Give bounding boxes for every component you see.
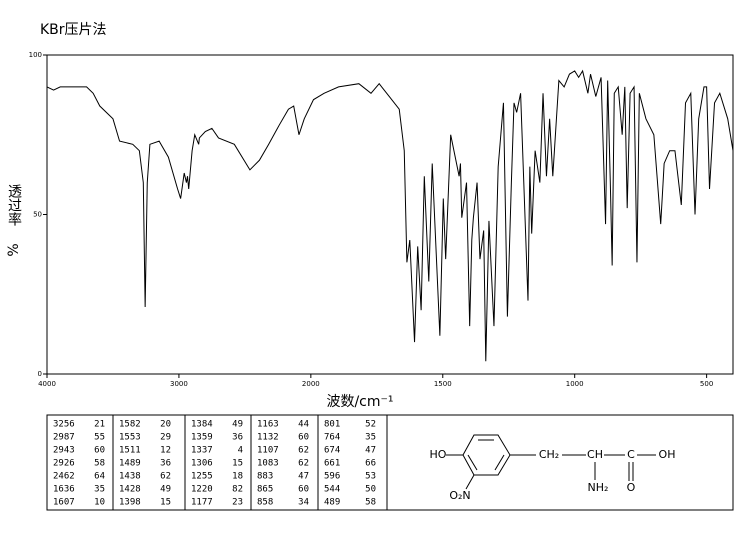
peak-wavenumber: 661 — [324, 459, 340, 469]
peak-transmittance: 15 — [232, 459, 243, 469]
peak-wavenumber: 2462 — [53, 472, 75, 482]
peak-wavenumber: 2926 — [53, 459, 75, 469]
x-tick-label: 4000 — [38, 380, 56, 388]
atom-label: NH₂ — [588, 481, 609, 494]
spectrum-line — [46, 69, 734, 362]
peak-transmittance: 53 — [365, 472, 376, 482]
peak-transmittance: 23 — [232, 498, 243, 508]
peak-transmittance: 44 — [298, 420, 309, 430]
x-tick-label: 2000 — [302, 380, 320, 388]
peak-table-frame — [46, 414, 734, 511]
y-tick-label: 50 — [33, 211, 42, 219]
x-tick-label: 1500 — [434, 380, 452, 388]
peak-transmittance: 50 — [365, 485, 376, 495]
molecule-bonds — [446, 434, 656, 490]
atom-label: CH₂ — [539, 448, 559, 461]
peak-transmittance: 52 — [365, 420, 376, 430]
peak-wavenumber: 883 — [257, 472, 273, 482]
peak-transmittance: 64 — [94, 472, 105, 482]
peak-transmittance: 58 — [365, 498, 376, 508]
peak-transmittance: 60 — [94, 446, 105, 456]
peak-wavenumber: 1384 — [191, 420, 213, 430]
peak-transmittance: 4 — [238, 446, 243, 456]
peak-wavenumber: 674 — [324, 446, 340, 456]
peak-transmittance: 62 — [160, 472, 171, 482]
peak-transmittance: 10 — [94, 498, 105, 508]
peak-wavenumber: 1255 — [191, 472, 213, 482]
peak-wavenumber: 1636 — [53, 485, 75, 495]
atom-label: OH — [659, 448, 676, 461]
x-tick-label: 500 — [700, 380, 713, 388]
peak-wavenumber: 1489 — [119, 459, 141, 469]
chart-title: KBr压片法 — [40, 22, 107, 38]
peak-wavenumber: 1083 — [257, 459, 279, 469]
peak-wavenumber: 1306 — [191, 459, 213, 469]
peak-wavenumber: 2987 — [53, 433, 75, 443]
peak-wavenumber: 1553 — [119, 433, 141, 443]
peak-transmittance: 34 — [298, 498, 309, 508]
atom-label: CH — [587, 448, 603, 461]
peak-wavenumber: 858 — [257, 498, 273, 508]
peak-transmittance: 21 — [94, 420, 105, 430]
peak-wavenumber: 1107 — [257, 446, 279, 456]
atom-label: HO — [430, 448, 447, 461]
peak-wavenumber: 544 — [324, 485, 340, 495]
peak-wavenumber: 1428 — [119, 485, 141, 495]
peak-wavenumber: 1177 — [191, 498, 213, 508]
peak-transmittance: 12 — [160, 446, 171, 456]
peak-wavenumber: 1337 — [191, 446, 213, 456]
peak-transmittance: 47 — [365, 446, 376, 456]
peak-transmittance: 66 — [365, 459, 376, 469]
y-axis-label: 透过率 — [6, 184, 22, 226]
peak-wavenumber: 1438 — [119, 472, 141, 482]
peak-wavenumber: 865 — [257, 485, 273, 495]
peak-transmittance: 15 — [160, 498, 171, 508]
peak-wavenumber: 1163 — [257, 420, 279, 430]
x-axis-label: 波数/cm⁻¹ — [326, 394, 393, 410]
y-tick-label: 0 — [38, 370, 42, 378]
x-tick-label: 1000 — [566, 380, 584, 388]
peak-wavenumber: 2943 — [53, 446, 75, 456]
atom-label: O₂N — [449, 489, 470, 502]
peak-wavenumber: 801 — [324, 420, 340, 430]
peak-transmittance: 36 — [160, 459, 171, 469]
peak-transmittance: 60 — [298, 485, 309, 495]
peak-wavenumber: 1607 — [53, 498, 75, 508]
peak-transmittance: 62 — [298, 459, 309, 469]
peak-wavenumber: 1582 — [119, 420, 141, 430]
peak-transmittance: 62 — [298, 446, 309, 456]
peak-wavenumber: 764 — [324, 433, 340, 443]
peak-transmittance: 60 — [298, 433, 309, 443]
peak-transmittance: 35 — [94, 485, 105, 495]
peak-wavenumber: 1398 — [119, 498, 141, 508]
peak-transmittance: 35 — [365, 433, 376, 443]
peak-transmittance: 20 — [160, 420, 171, 430]
peak-transmittance: 29 — [160, 433, 171, 443]
x-tick-label: 3000 — [170, 380, 188, 388]
peak-wavenumber: 489 — [324, 498, 340, 508]
peak-wavenumber: 1359 — [191, 433, 213, 443]
y-tick-label: 100 — [29, 51, 42, 59]
peak-wavenumber: 596 — [324, 472, 340, 482]
atom-label: O — [627, 481, 636, 494]
peak-wavenumber: 1132 — [257, 433, 279, 443]
peak-transmittance: 36 — [232, 433, 243, 443]
peak-wavenumber: 3256 — [53, 420, 75, 430]
peak-transmittance: 47 — [298, 472, 309, 482]
y-axis-unit: % — [6, 243, 22, 256]
peak-wavenumber: 1220 — [191, 485, 213, 495]
peak-wavenumber: 1511 — [119, 446, 141, 456]
peak-transmittance: 82 — [232, 485, 243, 495]
peak-transmittance: 55 — [94, 433, 105, 443]
peak-transmittance: 58 — [94, 459, 105, 469]
peak-transmittance: 18 — [232, 472, 243, 482]
peak-transmittance: 49 — [160, 485, 171, 495]
peak-transmittance: 49 — [232, 420, 243, 430]
atom-label: C — [627, 448, 635, 461]
